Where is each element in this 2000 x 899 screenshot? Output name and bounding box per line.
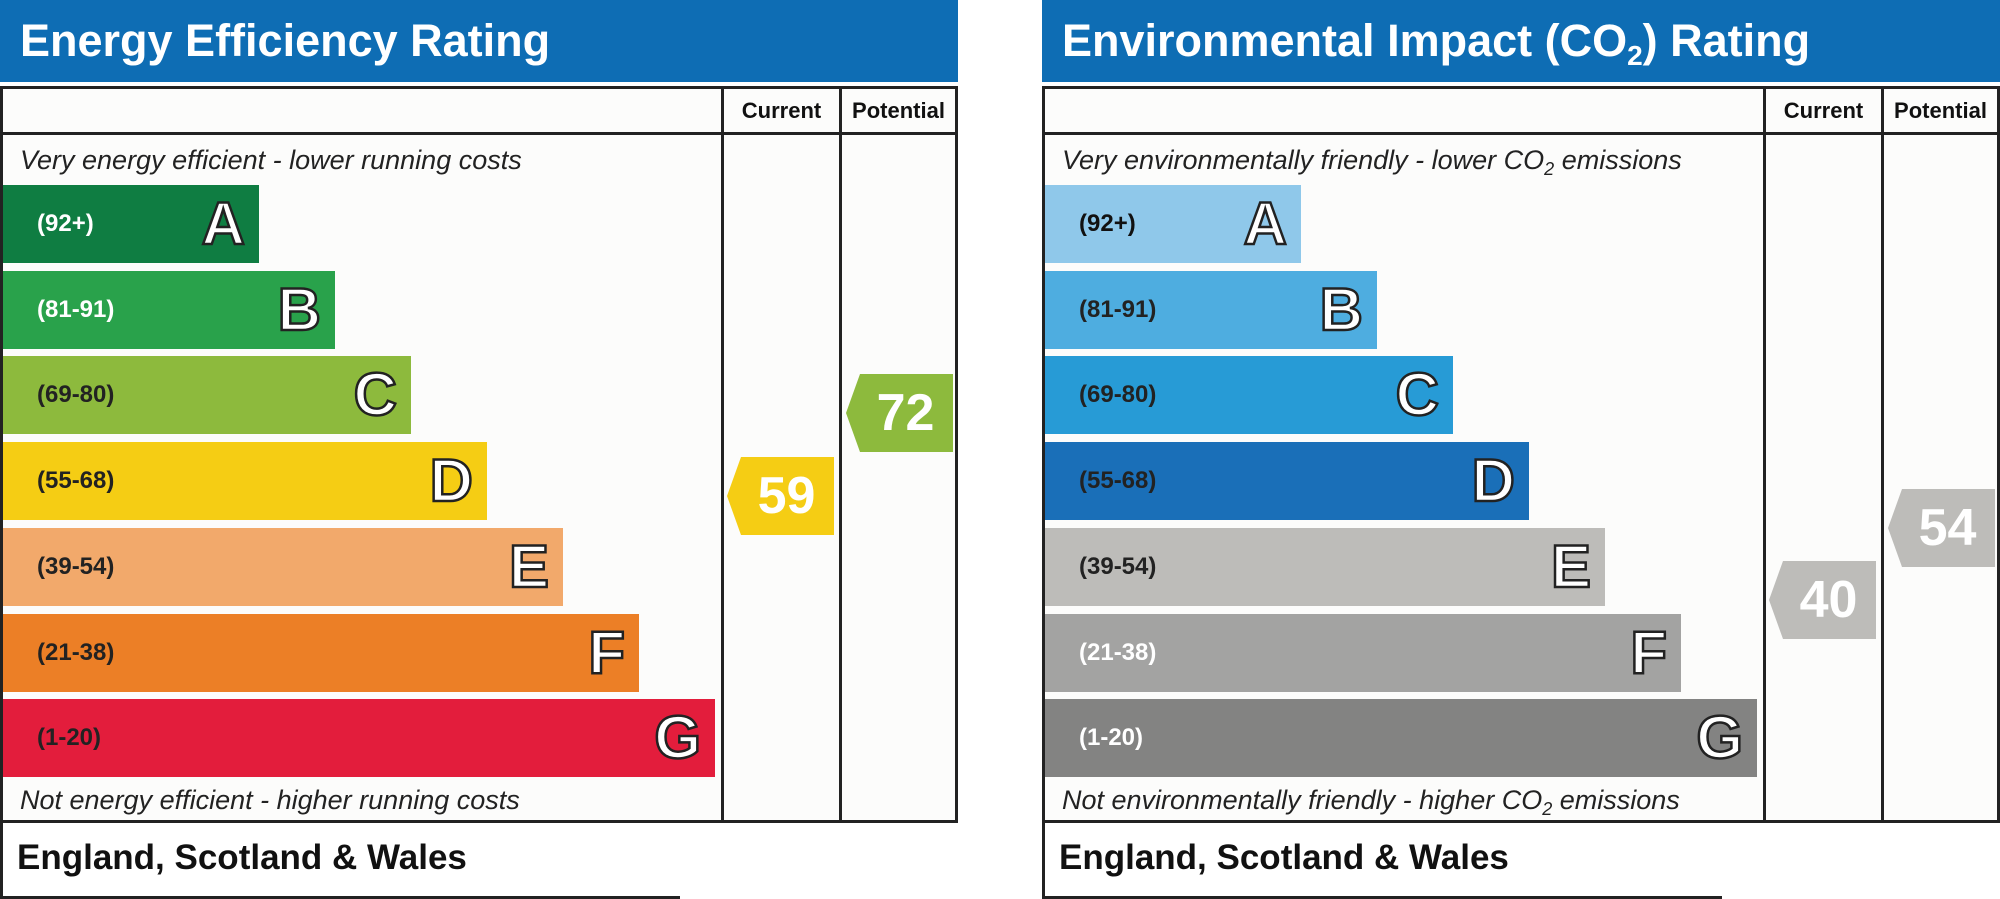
top-caption: Very environmentally friendly - lower CO…	[1062, 145, 1682, 179]
current-arrow-shape	[727, 456, 834, 535]
band-letter: E	[1550, 532, 1593, 602]
band-letter: D	[428, 446, 474, 516]
current-rating-arrow: 40	[1769, 561, 1876, 640]
band-letter: G	[653, 703, 702, 773]
band-range-label: (21-38)	[37, 638, 115, 666]
band-range-label: (92+)	[1079, 210, 1136, 237]
band-b: (81-91) B	[1045, 270, 1377, 349]
panel-title: Environmental Impact (CO2) Rating	[1042, 0, 2000, 82]
band-g: (1-20) G	[3, 699, 715, 778]
energy-efficiency-panel: Energy Efficiency Rating Current Potenti…	[0, 0, 958, 899]
potential-arrow-shape	[1888, 489, 1995, 568]
band-c: (69-80) C	[1045, 356, 1453, 435]
potential-rating-value: 54	[1918, 499, 1977, 558]
band-letter: A	[1242, 189, 1288, 259]
environmental-impact-panel: Environmental Impact (CO2) Rating Curren…	[1042, 0, 2000, 899]
band-letter: E	[508, 532, 551, 602]
band-d: (55-68) D	[3, 442, 487, 521]
current-rating-arrow: 59	[727, 456, 834, 535]
band-range-label: (1-20)	[1079, 724, 1144, 752]
header-divider	[1042, 132, 2000, 135]
potential-column-header: Potential	[1894, 98, 1987, 123]
current-column-header: Current	[1783, 98, 1864, 123]
potential-rating-arrow: 72	[846, 373, 953, 452]
current-column-divider	[721, 86, 724, 823]
potential-rating-arrow: 54	[1888, 489, 1995, 568]
current-rating-value: 40	[1799, 571, 1858, 630]
region-footer: England, Scotland & Wales	[0, 823, 680, 899]
band-letter: F	[587, 617, 626, 687]
band-f: (21-38) F	[3, 613, 639, 692]
potential-column-divider	[1881, 86, 1884, 823]
band-range-label: (39-54)	[1079, 552, 1157, 580]
band-letter: A	[200, 189, 246, 259]
potential-column-header: Potential	[852, 98, 945, 123]
band-letter: C	[352, 360, 398, 430]
band-range-label: (39-54)	[37, 552, 115, 580]
band-g: (1-20) G	[1045, 699, 1757, 778]
header-divider	[0, 132, 958, 135]
band-range-label: (55-68)	[37, 467, 115, 495]
region-footer: England, Scotland & Wales	[1042, 823, 1722, 899]
bottom-caption: Not energy efficient - higher running co…	[20, 785, 520, 815]
band-letter: B	[276, 274, 322, 344]
region-label: England, Scotland & Wales	[1059, 838, 1509, 877]
current-rating-value: 59	[757, 466, 816, 525]
band-range-label: (1-20)	[37, 724, 102, 752]
potential-arrow-shape	[846, 373, 953, 452]
band-range-label: (92+)	[37, 210, 94, 237]
current-column-divider	[1763, 86, 1766, 823]
band-range-label: (81-91)	[1079, 295, 1157, 323]
band-letter: B	[1318, 274, 1364, 344]
band-e: (39-54) E	[3, 527, 563, 606]
region-label: England, Scotland & Wales	[17, 838, 467, 877]
band-f: (21-38) F	[1045, 613, 1681, 692]
band-range-label: (55-68)	[1079, 467, 1157, 495]
band-a: (92+) A	[1045, 185, 1301, 263]
band-range-label: (81-91)	[37, 295, 115, 323]
band-d: (55-68) D	[1045, 442, 1529, 521]
band-c: (69-80) C	[3, 356, 411, 435]
top-caption: Very energy efficient - lower running co…	[20, 145, 522, 175]
potential-column-divider	[839, 86, 842, 823]
band-range-label: (69-80)	[37, 381, 115, 409]
potential-rating-value: 72	[876, 383, 935, 442]
band-range-label: (21-38)	[1079, 638, 1157, 666]
current-column-header: Current	[741, 98, 822, 123]
band-letter: F	[1629, 617, 1668, 687]
band-a: (92+) A	[3, 185, 259, 263]
band-b: (81-91) B	[3, 270, 335, 349]
panel-title: Energy Efficiency Rating	[0, 0, 958, 82]
current-arrow-shape	[1769, 561, 1876, 640]
band-letter: G	[1695, 703, 1744, 773]
band-letter: C	[1394, 360, 1440, 430]
bottom-caption: Not environmentally friendly - higher CO…	[1062, 785, 1680, 819]
band-e: (39-54) E	[1045, 527, 1605, 606]
band-letter: D	[1470, 446, 1516, 516]
band-range-label: (69-80)	[1079, 381, 1157, 409]
